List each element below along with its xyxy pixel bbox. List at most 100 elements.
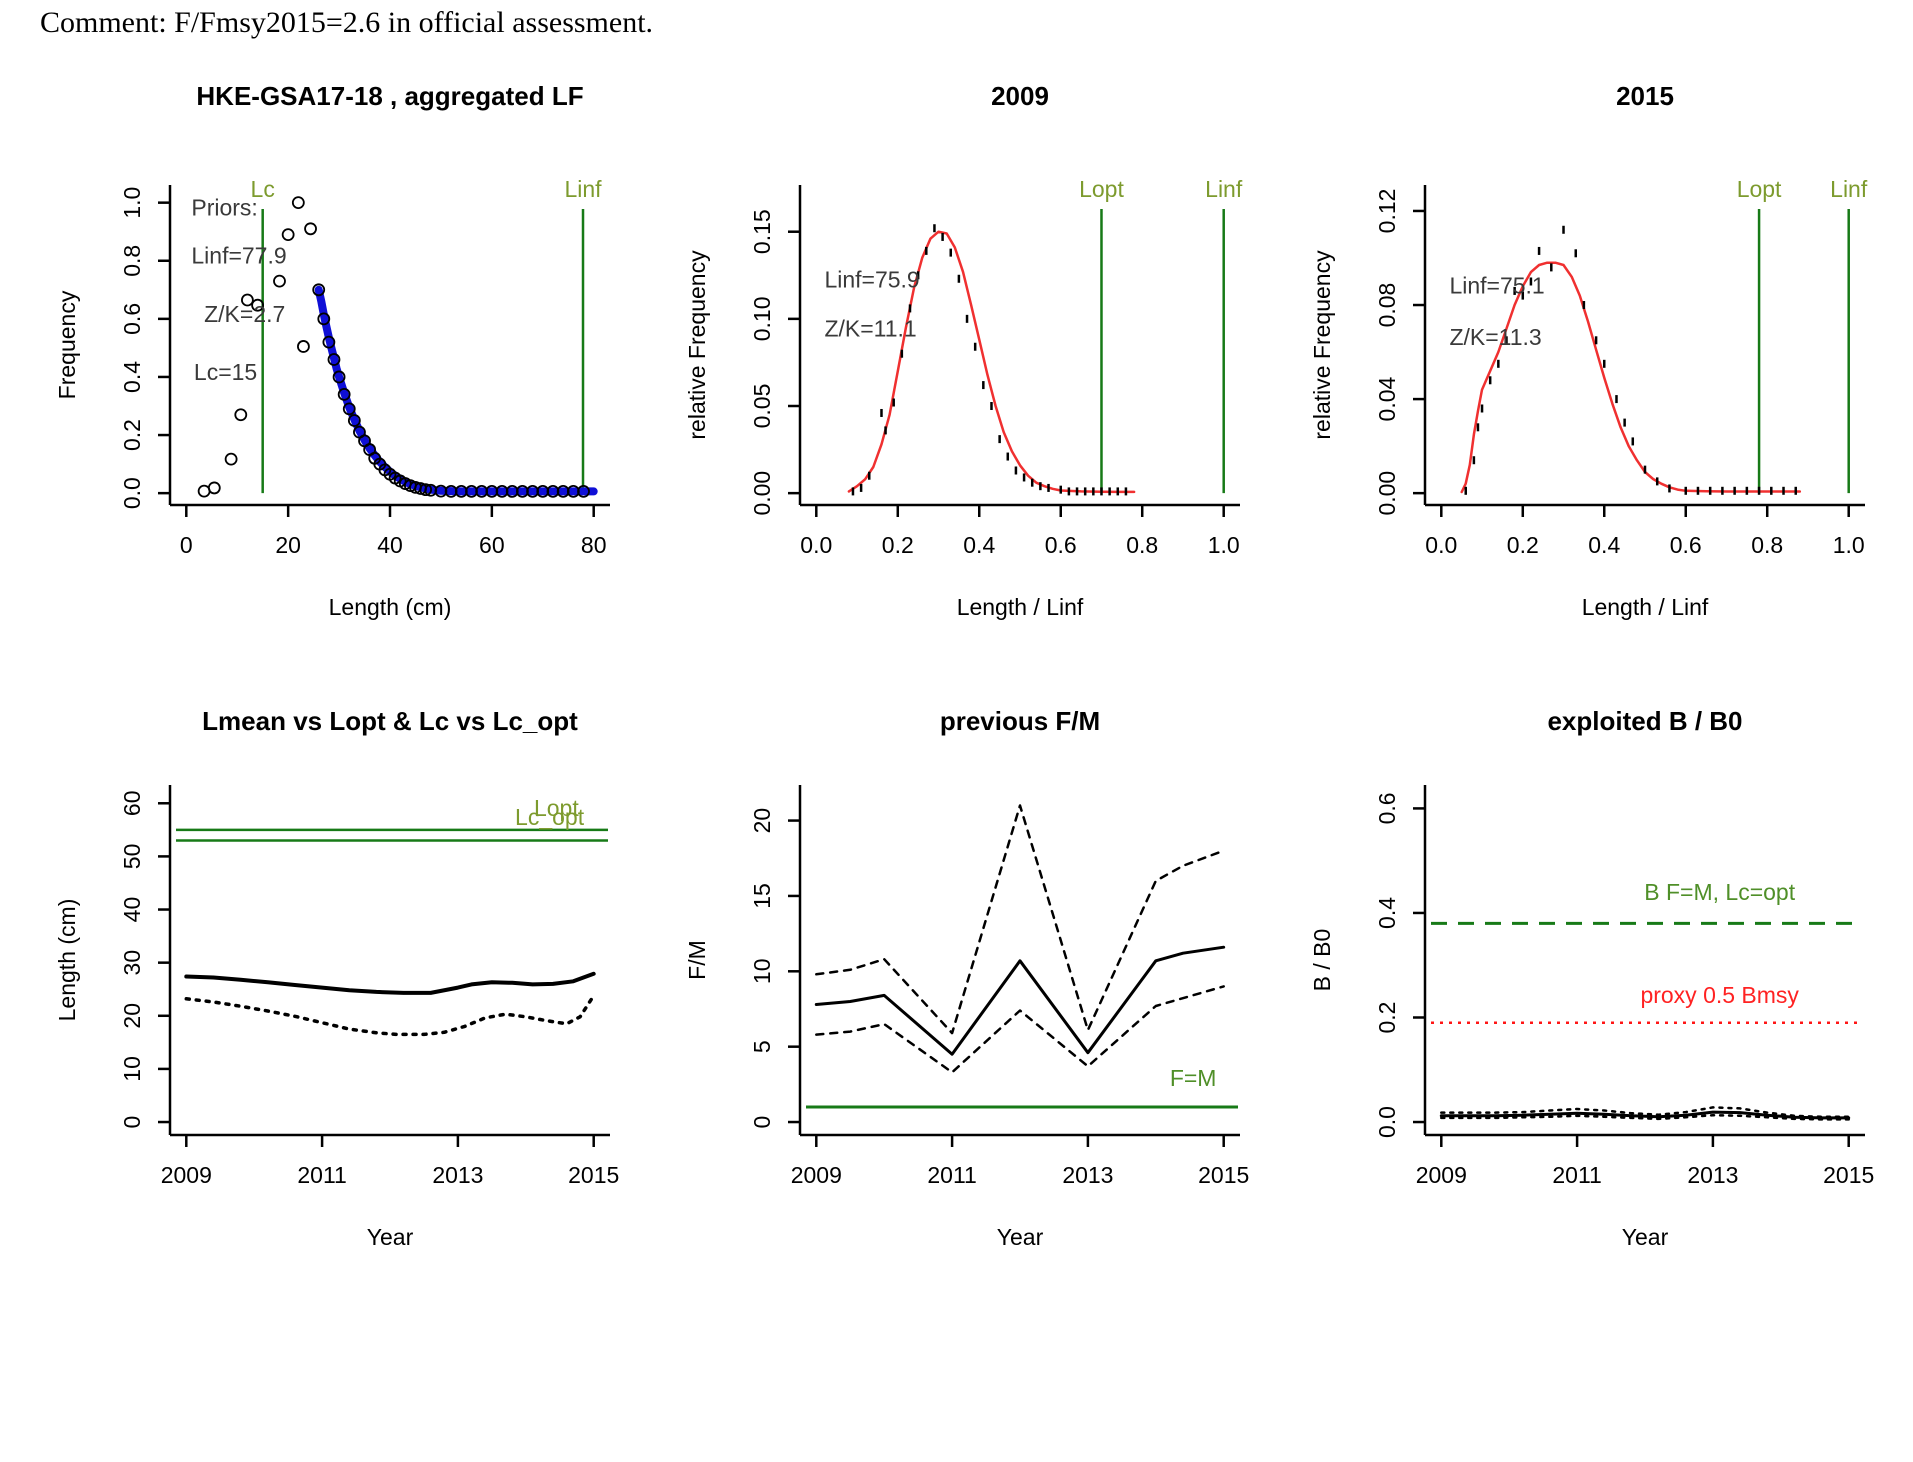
y-axis-title: B / B0 — [1309, 929, 1335, 992]
x-tick-label: 2013 — [1687, 1162, 1738, 1188]
panel-title: exploited B / B0 — [1547, 706, 1742, 736]
y-tick-label: 0.4 — [1374, 897, 1400, 929]
x-axis-title: Length / Linf — [957, 594, 1084, 620]
y-tick-label: 0.8 — [119, 245, 145, 277]
data-point-circle — [332, 370, 346, 384]
annotation-0: Linf=75.1 — [1449, 272, 1544, 298]
data-point-circle — [291, 196, 305, 210]
x-tick-label: 2015 — [568, 1162, 619, 1188]
y-tick-label: 0.15 — [749, 209, 775, 254]
y-tick-label: 1.0 — [119, 187, 145, 219]
annotation-2: Z/K=2.7 — [204, 301, 285, 327]
data-point-circle — [297, 340, 310, 353]
bb0-median — [1439, 1110, 1851, 1120]
y-tick-label: 40 — [119, 897, 145, 923]
annotation-0: B F=M, Lc=opt — [1644, 879, 1795, 905]
observed-ticks-2015 — [1464, 225, 1797, 495]
lmean-line — [184, 971, 596, 995]
y-tick-label: 0.12 — [1374, 189, 1400, 234]
refline-label-linf: Linf — [564, 176, 602, 202]
panel-title: HKE-GSA17-18 , aggregated LF — [196, 81, 583, 111]
x-tick-label: 2009 — [161, 1162, 212, 1188]
y-tick-label: 0.04 — [1374, 376, 1400, 421]
x-tick-label: 2011 — [297, 1162, 346, 1188]
annotation-0: Lopt — [534, 795, 579, 821]
x-tick-label: 0.0 — [800, 532, 832, 558]
refline-label-lc: Lc — [251, 176, 275, 202]
x-tick-label: 2011 — [1552, 1162, 1601, 1188]
bb0-upper-ci — [1440, 1106, 1850, 1119]
y-axis-title: Frequency — [54, 290, 80, 399]
x-tick-label: 0.2 — [1507, 532, 1539, 558]
data-point-circle — [273, 274, 286, 288]
y-tick-label: 0.4 — [119, 361, 145, 393]
data-point-circle — [327, 353, 341, 366]
y-tick-label: 0.2 — [119, 419, 145, 451]
x-tick-label: 1.0 — [1833, 532, 1865, 558]
data-point-circle — [234, 408, 248, 422]
y-tick-label: 30 — [119, 950, 145, 976]
x-tick-label: 0.6 — [1045, 532, 1077, 558]
panel-previous-fm: previous F/M 2009 2011 2013 2015 0 5 10 15 20 Year… — [684, 706, 1249, 1250]
data-point-circle — [304, 222, 317, 236]
y-tick-label: 20 — [749, 808, 775, 834]
y-tick-label: 0 — [119, 1116, 145, 1129]
x-tick-label: 2013 — [432, 1162, 483, 1188]
x-tick-label: 0.4 — [963, 532, 995, 558]
x-tick-label: 2015 — [1823, 1162, 1874, 1188]
data-point-circle — [577, 485, 590, 498]
fit-curve-2009 — [847, 230, 1136, 494]
y-tick-label: 0.0 — [119, 477, 145, 509]
lbb-fit-curve — [314, 285, 598, 496]
y-axis-title: F/M — [684, 940, 710, 980]
x-tick-label: 0.8 — [1126, 532, 1158, 558]
y-tick-label: 0.08 — [1374, 283, 1400, 328]
panel-title: 2015 — [1616, 81, 1674, 111]
x-tick-label: 2013 — [1062, 1162, 1113, 1188]
annotation-1: proxy 0.5 Bmsy — [1640, 982, 1799, 1008]
panel-title: Lmean vs Lopt & Lc vs Lc_opt — [202, 706, 578, 736]
x-tick-label: 20 — [275, 532, 301, 558]
x-axis-title: Year — [1622, 1224, 1669, 1250]
x-tick-label: 40 — [377, 532, 403, 558]
annotation-1: Z/K=11.3 — [1449, 324, 1541, 350]
panel-lf-2015: 2015 0.0 0.2 0.4 0.6 0.8 1.0 0.00 0.04 0.08 0.12 Le… — [1309, 81, 1868, 620]
fm-lower-ci — [815, 985, 1225, 1074]
x-tick-label: 2015 — [1198, 1162, 1249, 1188]
y-tick-label: 0.6 — [1374, 792, 1400, 824]
y-tick-label: 0.2 — [1374, 1002, 1400, 1034]
refline-label-linf: Linf — [1205, 176, 1243, 202]
y-tick-label: 10 — [119, 1056, 145, 1082]
data-point-circle — [419, 483, 433, 497]
x-axis-title: Year — [367, 1224, 414, 1250]
y-tick-label: 0.05 — [749, 384, 775, 429]
x-tick-label: 0.4 — [1588, 532, 1620, 558]
fm-median — [814, 945, 1226, 1056]
assessment-comment-text: Comment: F/Fmsy2015=2.6 in official asse… — [40, 6, 654, 39]
annotation-0: Linf=75.9 — [824, 266, 919, 292]
y-tick-label: 60 — [119, 790, 145, 816]
data-point-circle — [317, 312, 331, 326]
y-axis-title: relative Frequency — [1309, 250, 1335, 440]
y-tick-label: 0.00 — [1374, 471, 1400, 516]
y-axis-title: relative Frequency — [684, 250, 710, 440]
panel-lmean-vs-lopt: Lmean vs Lopt & Lc vs Lc_opt 2009 2011 2013… — [54, 706, 619, 1250]
data-point-circle — [342, 402, 356, 416]
refline-label-linf: Linf — [1830, 176, 1868, 202]
data-point-circle — [281, 228, 295, 242]
observed-lf-circles — [197, 196, 590, 498]
panel-title: previous F/M — [940, 706, 1100, 736]
annotation-1: Lc_opt — [515, 804, 585, 830]
annotation-3: Lc=15 — [194, 359, 257, 385]
data-point-circle — [251, 298, 264, 312]
annotation-0: F=M — [1170, 1065, 1217, 1091]
data-point-circle — [337, 387, 351, 401]
refline-label-lopt: Lopt — [1079, 176, 1124, 202]
y-tick-label: 0.6 — [119, 303, 145, 335]
x-tick-label: 0 — [180, 532, 193, 558]
data-point-circle — [241, 293, 254, 307]
x-tick-label: 0.6 — [1670, 532, 1702, 558]
annotation-0: Priors: — [191, 195, 257, 221]
